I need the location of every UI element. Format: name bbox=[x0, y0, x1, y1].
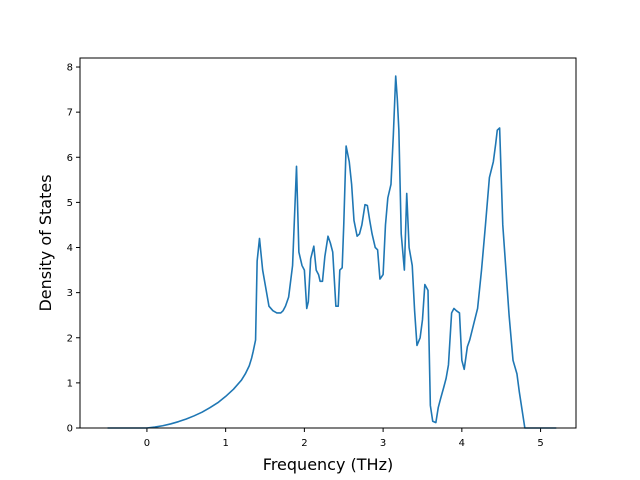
y-tick-label: 7 bbox=[67, 108, 73, 119]
y-tick-label: 1 bbox=[67, 378, 73, 389]
y-tick-label: 0 bbox=[67, 424, 73, 435]
x-tick-label: 5 bbox=[537, 438, 543, 449]
dos-series-line bbox=[107, 75, 557, 429]
y-tick-label: 5 bbox=[67, 198, 73, 209]
x-tick-label: 3 bbox=[380, 438, 386, 449]
y-tick-label: 6 bbox=[67, 153, 73, 164]
y-tick-label: 8 bbox=[67, 63, 73, 74]
x-tick-label: 1 bbox=[222, 438, 228, 449]
x-tick-label: 4 bbox=[459, 438, 465, 449]
y-tick-label: 3 bbox=[67, 288, 73, 299]
x-ticks: 0 1 2 3 4 5 bbox=[144, 428, 544, 449]
y-axis-title: Density of States bbox=[36, 174, 55, 311]
x-tick-label: 0 bbox=[144, 438, 150, 449]
y-tick-label: 4 bbox=[67, 243, 73, 254]
plot-area bbox=[107, 75, 557, 429]
x-tick-label: 2 bbox=[301, 438, 307, 449]
y-tick-label: 2 bbox=[67, 333, 73, 344]
plot-frame bbox=[79, 57, 577, 429]
x-axis-title: Frequency (THz) bbox=[263, 455, 393, 474]
y-ticks: 0 1 2 3 4 5 6 7 8 bbox=[67, 63, 80, 435]
